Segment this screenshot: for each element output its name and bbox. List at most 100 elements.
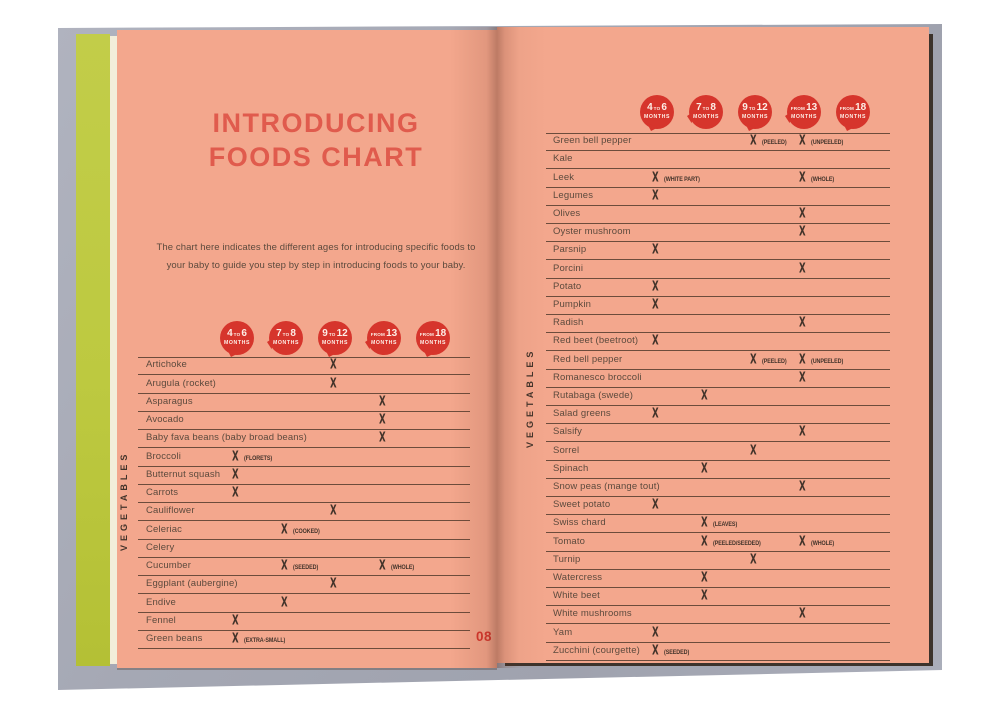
intro-age-mark: X [701,460,710,476]
column-header-token: TO [282,332,290,338]
column-header-bubble: 4 TO 6 MONTHS [220,321,254,355]
section-label-vegetables-right: VEGETABLES [525,347,535,449]
column-header-bubble: FROM 13 MONTHS [367,321,401,355]
intro-age-mark: X (COOKED) [281,521,326,537]
intro-age-mark: X (LEAVES) [701,515,743,531]
intro-age-mark: X [652,278,661,294]
column-header-token: TO [702,106,710,112]
intro-age-mark: X [701,387,710,403]
table-header-line [138,357,470,359]
row-label: Radish [553,317,584,329]
table-row: Parsnip X [546,242,890,261]
column-header-range: FROM 13 [791,103,817,113]
intro-text: The chart here indicates the different a… [156,242,476,271]
column-header-unit: MONTHS [790,114,818,121]
row-label: Oyster mushroom [553,226,631,238]
column-header-unit: MONTHS [370,340,398,347]
intro-age-mark: X (WHOLE) [799,169,840,185]
mark-note: (PEELED) [762,139,787,147]
intro-age-mark: X [379,411,388,427]
row-label: Cauliflower [146,505,195,517]
row-label: White beet [553,590,600,602]
intro-age-mark: X (SEEDED) [281,557,324,573]
intro-age-mark: X (SEEDED) [652,642,695,658]
x-mark: X [701,387,708,403]
intro-age-mark: X [652,497,661,513]
table-row: Potato X [546,278,890,297]
column-header-bubble: 7 TO 8 MONTHS [269,321,303,355]
table-row: Celeriac X (COOKED) [138,521,470,540]
row-label: Legumes [553,189,594,201]
x-mark: X [799,205,806,221]
row-label: Artichoke [146,359,187,371]
intro-age-mark: X [330,357,339,373]
table-row: Salad greens X [546,406,890,425]
column-header-bubble: 7 TO 8 MONTHS [689,95,723,129]
table-row: Butternut squash X [138,466,470,485]
intro-age-mark: X (UNPEELED) [799,351,851,367]
table-row: Zucchini (courgette) X (SEEDED) [546,642,890,661]
x-mark: X [232,612,239,628]
row-label: Fennel [146,614,176,626]
row-label: Swiss chard [553,517,606,529]
column-header-range: 7 TO 8 [696,103,716,113]
intro-age-mark: X [652,332,661,349]
x-mark: X [799,532,806,549]
table-row: Cucumber X (SEEDED) X (WHOLE) [138,557,470,576]
row-label: Leek [553,171,575,183]
table-row: Green bell pepper X (PEELED) X (UNPEELED) [546,132,890,152]
x-mark: X [281,557,288,573]
row-label: Yam [553,626,573,638]
intro-age-mark: X [799,369,808,385]
x-mark: X [652,187,659,203]
intro-age-mark: X [701,569,710,585]
column-header-token: 6 [241,328,247,340]
table-row: Yam X [546,624,890,643]
row-label: Green bell pepper [553,135,632,147]
table-header-line [546,133,890,135]
x-mark: X [799,259,806,276]
row-label: Eggplant (aubergine) [146,578,238,590]
x-mark: X [652,332,659,349]
column-header-token: FROM [839,106,855,112]
intro-age-mark: X [652,406,661,422]
column-header-bubble: FROM 13 MONTHS [787,95,821,129]
x-mark: X [750,350,757,367]
column-header-token: TO [328,332,336,338]
row-label: Endive [146,596,176,608]
table-row: Broccoli X (FLORETS) [138,448,470,467]
mark-note: (WHOLE) [811,175,835,183]
row-label: Tomato [553,535,586,547]
row-label: Spinach [553,462,589,474]
x-mark: X [750,551,757,567]
table-row: Pumpkin X [546,296,890,315]
row-label: Salsify [553,426,583,438]
column-header-unit: MONTHS [272,340,300,347]
table-row: Baby fava beans (baby broad beans) X [138,430,470,449]
x-mark: X [701,460,708,476]
table-row: Romanesco broccoli X [546,369,890,388]
row-label: Sorrel [553,444,580,456]
table-row: Swiss chard X (LEAVES) [546,515,890,534]
column-header-token: 18 [435,328,447,340]
x-mark: X [281,593,288,610]
x-mark: X [750,132,757,149]
intro-age-mark: X (EXTRA-SMALL) [232,630,295,646]
column-header-range: 9 TO 12 [742,103,767,113]
intro-age-mark: X [750,442,759,458]
intro-age-mark: X [379,393,388,409]
mark-note: (EXTRA-SMALL) [244,637,286,644]
intro-age-mark: X [232,612,241,628]
table-row: Radish X [546,315,890,334]
row-label: Butternut squash [146,468,221,480]
x-mark: X [379,393,386,409]
column-header-range: 9 TO 12 [322,329,347,339]
mark-note: (LEAVES) [713,521,738,529]
column-header-range: 4 TO 6 [647,103,667,113]
mark-note: (PEELED/SEEDED) [713,539,762,547]
table-row: Sweet potato X [546,497,890,516]
intro-age-mark: X (PEELED) [750,132,792,149]
column-header-token: 7 [696,102,702,114]
table-row: Watercress X [546,569,890,588]
x-mark: X [799,132,806,149]
